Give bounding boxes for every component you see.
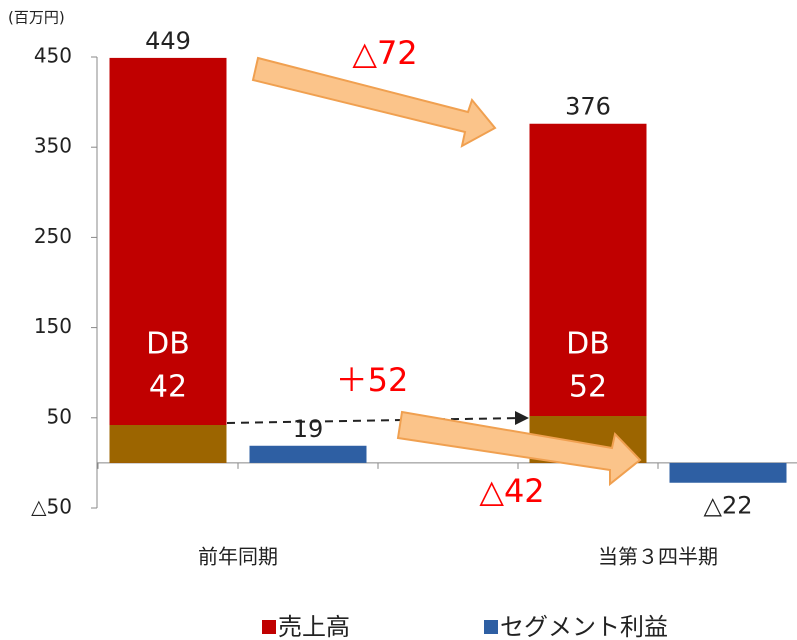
y-tick-label: 150 [34, 314, 72, 338]
value-label: 449 [145, 27, 191, 55]
value-label: 376 [565, 93, 611, 121]
legend-label: セグメント利益 [500, 613, 668, 640]
legend-swatch [484, 620, 498, 634]
value-label: 19 [293, 415, 324, 443]
dashed-arrow [226, 417, 521, 424]
annotation: ＋52 [336, 361, 409, 399]
legend-label: 売上高 [278, 613, 350, 640]
arrow [396, 410, 642, 487]
annotation: △72 [352, 34, 417, 72]
db-segment [109, 425, 227, 463]
db-value: 42 [149, 370, 187, 405]
y-tick-label: 50 [47, 404, 72, 428]
db-label: DB [146, 327, 190, 362]
bar [529, 123, 647, 463]
x-tick-label: 前年同期 [198, 545, 278, 569]
value-label: △22 [704, 492, 753, 520]
db-label: DB [566, 327, 610, 362]
y-tick-label: 350 [34, 134, 72, 158]
y-tick-label: △50 [31, 495, 72, 519]
bar [669, 462, 787, 483]
bar [109, 57, 227, 463]
arrow-head [515, 411, 529, 425]
arrow [251, 56, 497, 148]
y-tick-label: 250 [34, 224, 72, 248]
annotation: △42 [479, 472, 544, 510]
legend-swatch [262, 620, 276, 634]
x-tick-label: 当第３四半期 [598, 545, 718, 569]
db-value: 52 [569, 370, 607, 405]
y-tick-label: 450 [34, 44, 72, 68]
bar [249, 445, 367, 463]
unit-label: (百万円) [8, 9, 65, 27]
